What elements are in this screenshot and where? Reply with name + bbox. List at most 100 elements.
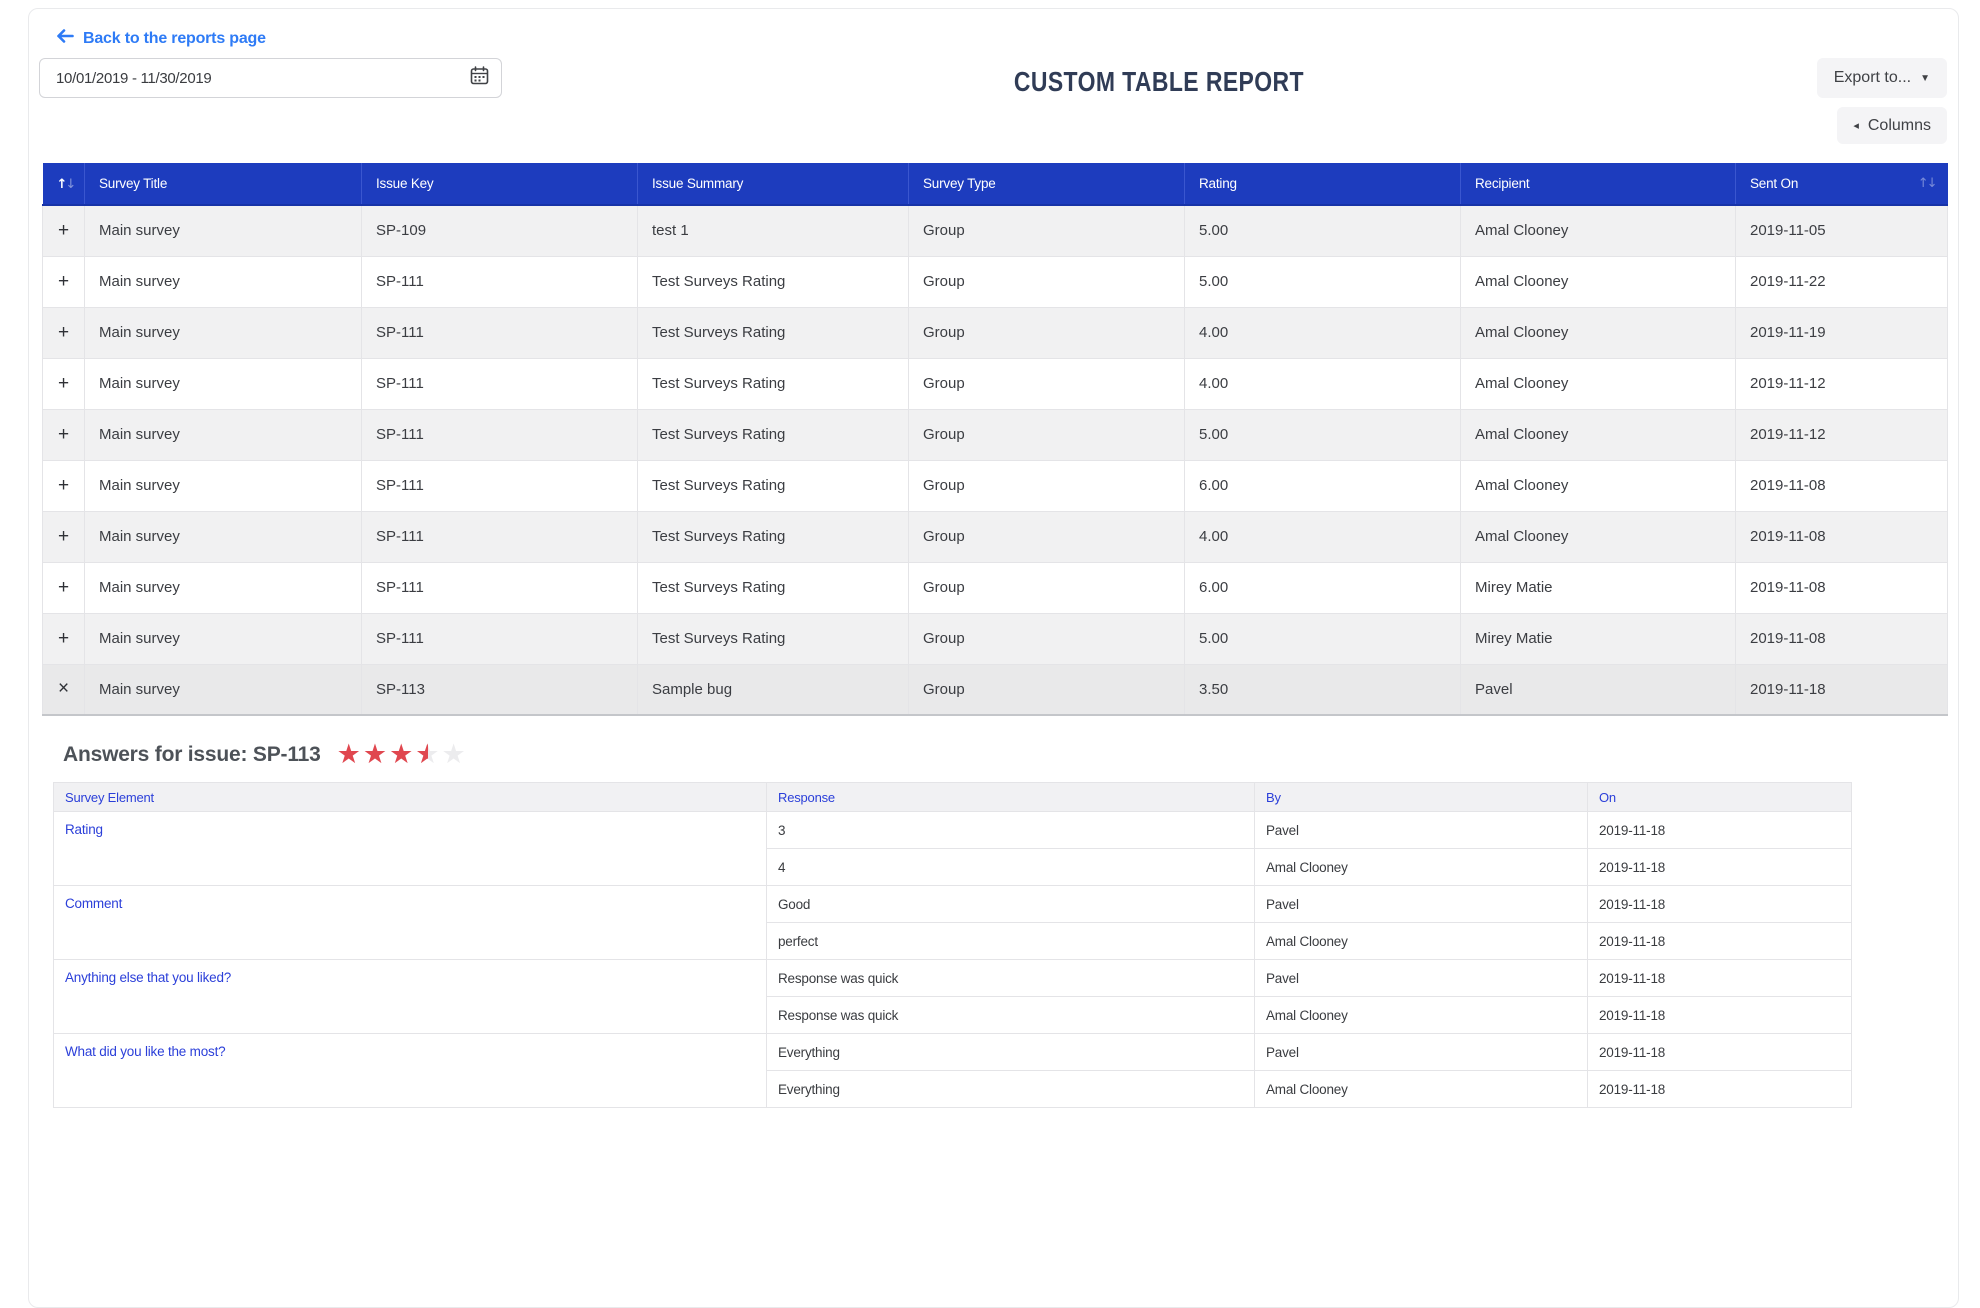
cell-issue-key: SP-111 bbox=[361, 561, 638, 614]
expand-row-button[interactable]: + bbox=[42, 357, 85, 410]
cell-sent-on: 2019-11-08 bbox=[1735, 510, 1948, 563]
column-header-recipient[interactable]: Recipient bbox=[1460, 163, 1736, 206]
cell-survey-type: Group bbox=[908, 357, 1185, 410]
cell-survey-type: Group bbox=[908, 459, 1185, 512]
cell-sent-on: 2019-11-18 bbox=[1735, 663, 1948, 716]
columns-row: ◂ Columns bbox=[29, 107, 1947, 144]
cell-survey-type: Group bbox=[908, 663, 1185, 716]
cell-survey-type: Group bbox=[908, 204, 1185, 257]
answers-column-header-response: Response bbox=[766, 782, 1255, 812]
columns-button[interactable]: ◂ Columns bbox=[1837, 107, 1947, 144]
star-full-icon: ★ bbox=[362, 739, 388, 770]
cell-issue-summary: Test Surveys Rating bbox=[637, 612, 909, 665]
date-range-field[interactable] bbox=[56, 69, 470, 87]
table-row: × Main survey SP-113 Sample bug Group 3.50 Pav… bbox=[42, 663, 1948, 716]
cell-by: Pavel bbox=[1254, 885, 1588, 923]
triangle-left-icon: ◂ bbox=[1853, 120, 1859, 132]
column-header-rating[interactable]: Rating bbox=[1184, 163, 1461, 206]
report-card: Back to the reports page CUSTOM TABLE RE… bbox=[28, 8, 1959, 1308]
column-header-sent-on[interactable]: Sent On ↑↓ bbox=[1735, 163, 1948, 206]
cell-recipient: Amal Clooney bbox=[1460, 357, 1736, 410]
cell-issue-summary: Test Surveys Rating bbox=[637, 459, 909, 512]
cell-sent-on: 2019-11-12 bbox=[1735, 408, 1948, 461]
sort-icon: ↑↓ bbox=[1917, 176, 1938, 191]
answers-title: Answers for issue: SP-113 bbox=[63, 742, 321, 766]
date-range-input[interactable] bbox=[39, 58, 502, 98]
cell-by: Pavel bbox=[1254, 959, 1588, 997]
star-half-icon: ★ ★ bbox=[415, 739, 440, 770]
controls-row: CUSTOM TABLE REPORT Export to... ▼ bbox=[39, 58, 1947, 102]
answers-row: Anything else that you liked? Response wa… bbox=[53, 959, 1852, 1034]
expand-row-button[interactable]: + bbox=[42, 459, 85, 512]
cell-recipient: Amal Clooney bbox=[1460, 204, 1736, 257]
export-button[interactable]: Export to... ▼ bbox=[1816, 58, 1947, 98]
cell-issue-summary: Sample bug bbox=[637, 663, 909, 716]
answers-row: 4 Amal Clooney 2019-11-18 bbox=[54, 848, 1852, 886]
answers-row: perfect Amal Clooney 2019-11-18 bbox=[54, 922, 1852, 960]
report-table-body: + Main survey SP-109 test 1 Group 5.00 Amal Cl… bbox=[42, 204, 1948, 716]
cell-issue-key: SP-111 bbox=[361, 306, 638, 359]
cell-response: Response was quick bbox=[766, 996, 1255, 1034]
cell-survey-type: Group bbox=[908, 408, 1185, 461]
cell-issue-key: SP-111 bbox=[361, 459, 638, 512]
answers-column-header-survey-element: Survey Element bbox=[53, 782, 767, 812]
cell-survey-type: Group bbox=[908, 510, 1185, 563]
expand-row-button[interactable]: + bbox=[42, 306, 85, 359]
cell-survey-title: Main survey bbox=[84, 510, 362, 563]
expand-row-button[interactable]: + bbox=[42, 255, 85, 308]
cell-rating: 4.00 bbox=[1184, 357, 1461, 410]
cell-survey-title: Main survey bbox=[84, 204, 362, 257]
cell-response: Response was quick bbox=[766, 959, 1255, 997]
cell-recipient: Pavel bbox=[1460, 663, 1736, 716]
cell-issue-key: SP-111 bbox=[361, 255, 638, 308]
expand-row-button[interactable]: + bbox=[42, 561, 85, 614]
cell-by: Pavel bbox=[1254, 811, 1588, 849]
cell-issue-key: SP-113 bbox=[361, 663, 638, 716]
answers-column-header-on: On bbox=[1587, 782, 1852, 812]
cell-sent-on: 2019-11-08 bbox=[1735, 561, 1948, 614]
cell-response: 4 bbox=[766, 848, 1255, 886]
report-table: ↑↓ Survey Title Issue Key Issue Summary Surv… bbox=[42, 163, 1948, 716]
cell-by: Amal Clooney bbox=[1254, 848, 1588, 886]
sort-header-cell[interactable]: ↑↓ bbox=[42, 163, 85, 206]
table-row: + Main survey SP-111 Test Surveys Rating Gro… bbox=[42, 357, 1948, 410]
report-table-header: ↑↓ Survey Title Issue Key Issue Summary Surv… bbox=[42, 163, 1948, 206]
cell-rating: 4.00 bbox=[1184, 306, 1461, 359]
cell-issue-summary: Test Surveys Rating bbox=[637, 408, 909, 461]
expand-row-button[interactable]: + bbox=[42, 612, 85, 665]
cell-issue-key: SP-111 bbox=[361, 357, 638, 410]
cell-on: 2019-11-18 bbox=[1587, 811, 1852, 849]
cell-on: 2019-11-18 bbox=[1587, 1033, 1852, 1071]
cell-survey-type: Group bbox=[908, 612, 1185, 665]
cell-survey-title: Main survey bbox=[84, 306, 362, 359]
cell-survey-element: Rating bbox=[53, 811, 767, 886]
cell-recipient: Amal Clooney bbox=[1460, 255, 1736, 308]
answers-row: Response was quick Amal Clooney 2019-11-18 bbox=[54, 996, 1852, 1034]
back-to-reports-link[interactable]: Back to the reports page bbox=[56, 29, 266, 48]
expand-row-button[interactable]: + bbox=[42, 510, 85, 563]
cell-rating: 5.00 bbox=[1184, 408, 1461, 461]
expand-row-button[interactable]: + bbox=[42, 204, 85, 257]
answers-row: What did you like the most? Everything Pav… bbox=[53, 1033, 1852, 1108]
cell-recipient: Mirey Matie bbox=[1460, 612, 1736, 665]
back-row: Back to the reports page bbox=[56, 29, 1958, 48]
expand-row-button[interactable]: + bbox=[42, 408, 85, 461]
collapse-row-button[interactable]: × bbox=[42, 663, 85, 716]
cell-rating: 6.00 bbox=[1184, 459, 1461, 512]
table-row: + Main survey SP-111 Test Surveys Rating Gro… bbox=[42, 408, 1948, 461]
column-header-issue-key[interactable]: Issue Key bbox=[361, 163, 638, 206]
cell-recipient: Amal Clooney bbox=[1460, 306, 1736, 359]
column-header-survey-title[interactable]: Survey Title bbox=[84, 163, 362, 206]
column-header-issue-summary[interactable]: Issue Summary bbox=[637, 163, 909, 206]
cell-sent-on: 2019-11-08 bbox=[1735, 459, 1948, 512]
column-header-survey-type[interactable]: Survey Type bbox=[908, 163, 1185, 206]
cell-recipient: Amal Clooney bbox=[1460, 510, 1736, 563]
cell-survey-element: Anything else that you liked? bbox=[53, 959, 767, 1034]
cell-issue-key: SP-111 bbox=[361, 510, 638, 563]
cell-issue-summary: Test Surveys Rating bbox=[637, 357, 909, 410]
sort-icon: ↑↓ bbox=[56, 176, 77, 192]
cell-by: Amal Clooney bbox=[1254, 1070, 1588, 1108]
cell-survey-type: Group bbox=[908, 255, 1185, 308]
cell-rating: 5.00 bbox=[1184, 255, 1461, 308]
calendar-icon[interactable] bbox=[470, 66, 489, 90]
